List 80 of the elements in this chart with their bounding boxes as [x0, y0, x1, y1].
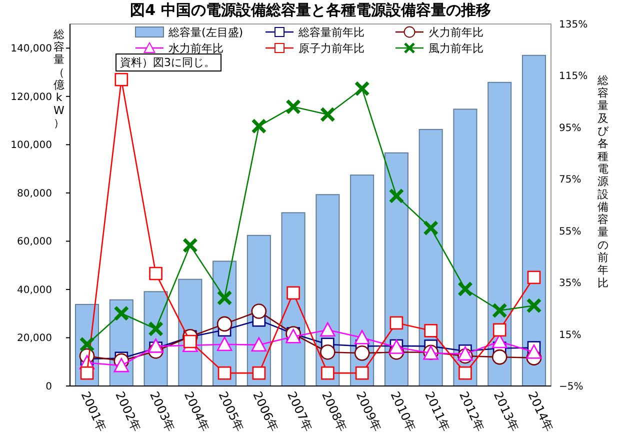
- point: [320, 344, 336, 360]
- point: [79, 336, 95, 352]
- x-tick-label: 2009年: [353, 389, 384, 433]
- point: [148, 338, 164, 353]
- point: [251, 304, 267, 319]
- y2-tick-label: 35%: [559, 278, 582, 290]
- legend-label: 風力前年比: [428, 42, 484, 55]
- y2-tick-label: −5%: [559, 382, 584, 392]
- point: [492, 323, 506, 337]
- point: [251, 337, 267, 352]
- y-tick-label: 60,000: [17, 236, 52, 248]
- point: [388, 188, 404, 204]
- point: [216, 290, 232, 306]
- point: [216, 316, 232, 332]
- point: [458, 346, 473, 361]
- point: [182, 238, 198, 254]
- legend-label: 原子力前年比: [298, 42, 364, 55]
- point: [184, 334, 197, 348]
- point: [527, 270, 541, 284]
- y2-tick-label: 75%: [559, 174, 582, 186]
- x-tick-label: 2008年: [318, 389, 350, 433]
- y2-tick-label: 55%: [559, 226, 582, 238]
- point: [355, 366, 369, 380]
- point: [424, 324, 438, 338]
- point: [251, 118, 267, 134]
- point: [252, 366, 266, 380]
- point: [423, 220, 439, 236]
- point: [286, 286, 300, 300]
- point: [218, 366, 232, 380]
- point: [114, 306, 130, 322]
- point: [492, 302, 508, 318]
- point: [320, 106, 336, 122]
- point: [526, 298, 542, 314]
- chart-title: 図4 中国の電源設備総容量と各種電源設備容量の推移: [130, 1, 491, 19]
- point: [321, 366, 334, 380]
- x-tick-label: 2005年: [216, 389, 246, 433]
- y2-tick-label: 95%: [559, 122, 582, 134]
- point: [526, 344, 542, 359]
- legend-label: 火力前年比: [428, 26, 484, 39]
- y2-tick-label: 115%: [559, 71, 588, 82]
- x-tick-label: 2004年: [181, 389, 212, 433]
- y2-tick-label: 15%: [559, 330, 582, 341]
- point: [354, 346, 370, 361]
- point: [457, 281, 473, 297]
- point: [80, 366, 94, 380]
- y-tick-label: 80,000: [17, 188, 52, 200]
- y-tick-label: 140,000: [10, 44, 52, 55]
- point: [148, 321, 164, 337]
- point: [286, 98, 302, 114]
- x-tick-label: 2011年: [422, 389, 453, 433]
- y2-tick-label: 135%: [559, 20, 588, 30]
- x-tick-label: 2006年: [250, 389, 281, 433]
- y-axis-title: 総容量（億kW）: [52, 28, 65, 130]
- legend-label: 総容量(左目盛): [168, 26, 244, 39]
- point: [354, 330, 370, 344]
- y-tick-label: 0: [46, 382, 52, 392]
- annotation: 資料）図3に同じ。: [120, 56, 215, 69]
- y-tick-label: 120,000: [10, 92, 52, 103]
- point: [216, 336, 232, 352]
- x-tick-label: 2002年: [112, 389, 144, 433]
- text: 総容量及び各種電源設備容量の前年比: [598, 74, 608, 290]
- point: [458, 366, 472, 380]
- y-tick-label: 100,000: [10, 140, 52, 152]
- legend-label: 総容量前年比: [298, 26, 364, 39]
- legend-label: 水力前年比: [168, 42, 224, 55]
- x-tick-label: 2010年: [388, 389, 418, 433]
- y-tick-label: 20,000: [17, 333, 52, 344]
- x-tick-label: 2001年: [78, 389, 109, 433]
- x-tick-label: 2013年: [490, 389, 522, 433]
- y-tick-label: 40,000: [17, 284, 52, 296]
- point: [114, 358, 130, 372]
- x-tick-label: 2012年: [456, 389, 488, 433]
- point: [320, 322, 336, 337]
- bar: [522, 54, 546, 386]
- x-tick-label: 2014年: [525, 389, 556, 433]
- x-tick-label: 2003年: [147, 389, 178, 433]
- bar: [488, 82, 512, 386]
- point: [390, 316, 404, 330]
- point: [354, 80, 370, 96]
- point: [492, 349, 508, 365]
